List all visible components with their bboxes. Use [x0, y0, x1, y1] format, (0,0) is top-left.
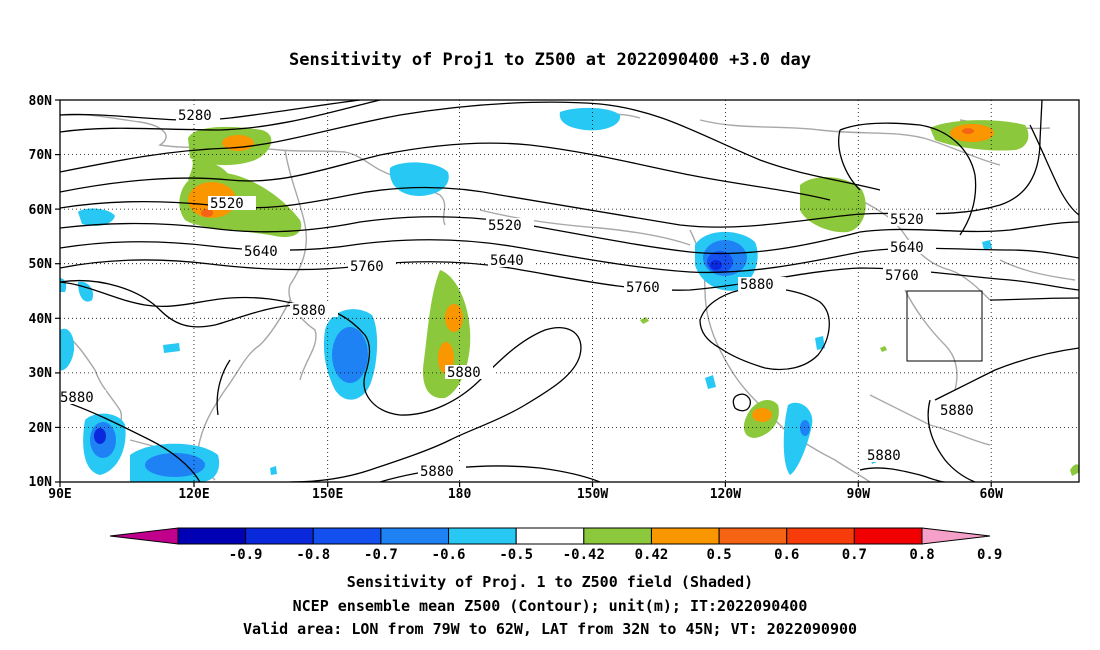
- contour-label: 5880: [740, 277, 774, 293]
- colorbar-label: 0.8: [909, 547, 934, 563]
- lat-label: 30N: [29, 366, 53, 381]
- caption-line-3: Valid area: LON from 79W to 62W, LAT fro…: [242, 620, 858, 638]
- lon-label: 60W: [979, 487, 1003, 502]
- colorbar-segment: [650, 527, 720, 545]
- contour-labels: 5280 5520 5640 5760 5880 5520 5640 5760 …: [58, 108, 986, 480]
- colorbar-label: 0.42: [635, 547, 669, 563]
- colorbar-segment: [312, 527, 382, 545]
- lat-label: 50N: [29, 257, 53, 272]
- lon-label: 120W: [710, 487, 741, 502]
- contour-label: 5760: [626, 280, 660, 296]
- lon-label: 90E: [48, 487, 71, 502]
- lat-label: 20N: [29, 421, 53, 436]
- contour-label: 5520: [210, 196, 244, 212]
- sensitivity-shading: [60, 107, 1079, 482]
- latitude-labels: 80N 70N 60N 50N 40N 30N 20N 10N: [29, 94, 53, 490]
- lat-label: 10N: [29, 475, 53, 490]
- lon-label: 90W: [847, 487, 871, 502]
- contour-label: 5640: [244, 244, 278, 260]
- lon-label: 180: [448, 487, 472, 502]
- contour-label: 5760: [350, 259, 384, 275]
- colorbar-label: 0.6: [774, 547, 799, 563]
- contour-label: 5640: [890, 240, 924, 256]
- lat-label: 80N: [29, 94, 53, 109]
- colorbar-segment: [853, 527, 923, 545]
- colorbar-segment: [448, 527, 517, 545]
- colorbar-overflow-triangle: [921, 527, 991, 545]
- contour-label: 5880: [940, 403, 974, 419]
- colorbar-segment: [515, 527, 585, 545]
- colorbar-underflow-triangle: [109, 527, 179, 545]
- contour-label: 5880: [60, 390, 94, 406]
- lon-label: 150E: [312, 487, 343, 502]
- contour-label: 5520: [488, 218, 522, 234]
- colorbar-label: -0.9: [229, 547, 263, 563]
- lat-label: 60N: [29, 203, 53, 218]
- colorbar-label: -0.42: [563, 547, 605, 563]
- caption-line-2: NCEP ensemble mean Z500 (Contour); unit(…: [292, 597, 808, 615]
- colorbar-segment: [177, 527, 247, 545]
- colorbar-label: 0.9: [977, 547, 1002, 563]
- contour-label: 5880: [447, 365, 481, 381]
- colorbar-segment: [583, 527, 652, 545]
- contour-label: 5640: [490, 253, 524, 269]
- colorbar-segment: [718, 527, 788, 545]
- colorbar: -0.9 -0.8 -0.7 -0.6 -0.5 -0.42 0.42 0.5 0.6 0.7 0.…: [109, 527, 1002, 563]
- valid-area-box: [906, 290, 983, 362]
- contour-label: 5760: [885, 268, 919, 284]
- colorbar-label: -0.5: [499, 547, 533, 563]
- lon-label: 120E: [178, 487, 209, 502]
- colorbar-label: -0.6: [432, 547, 466, 563]
- contour-label: 5880: [292, 303, 326, 319]
- caption-line-1: Sensitivity of Proj. 1 to Z500 field (Sh…: [346, 573, 754, 591]
- lon-label: 150W: [577, 487, 608, 502]
- colorbar-segment: [786, 527, 855, 545]
- axis-ticks: [55, 99, 992, 487]
- lat-label: 70N: [29, 148, 53, 163]
- colorbar-label: 0.5: [706, 547, 731, 563]
- map-frame: [59, 99, 1080, 483]
- contour-label: 5280: [178, 108, 212, 124]
- contour-label: 5880: [420, 464, 454, 480]
- contour-label: 5520: [890, 212, 924, 228]
- colorbar-label: -0.8: [296, 547, 330, 563]
- map-title: Sensitivity of Proj1 to Z500 at 20220904…: [289, 50, 811, 70]
- longitude-labels: 90E 120E 150E 180 150W 120W 90W 60W: [48, 487, 1003, 502]
- colorbar-label: 0.7: [842, 547, 867, 563]
- colorbar-segment: [245, 527, 314, 545]
- colorbar-label: -0.7: [364, 547, 398, 563]
- colorbar-segment: [380, 527, 450, 545]
- lat-label: 40N: [29, 312, 53, 327]
- contour-label: 5880: [867, 448, 901, 464]
